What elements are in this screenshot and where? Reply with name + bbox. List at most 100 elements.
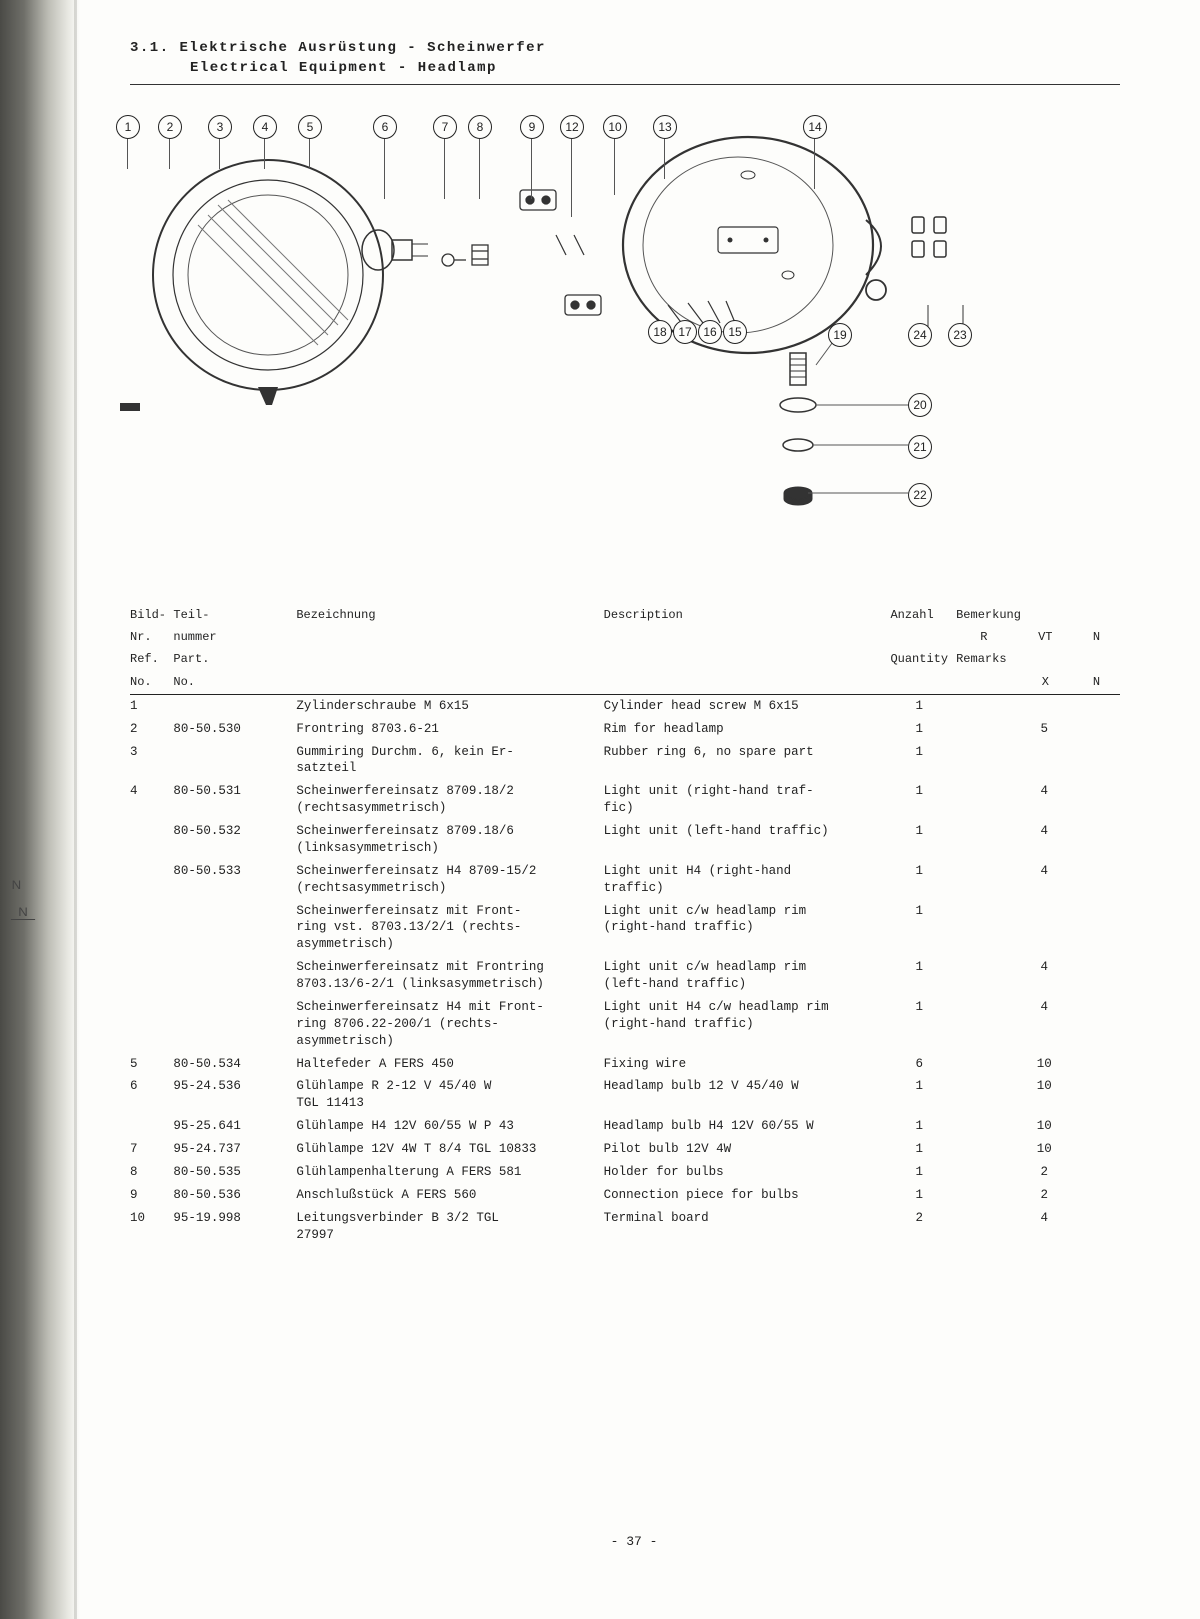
- header-de-group: Elektrische Ausrüstung: [180, 40, 398, 56]
- cell-n: [1079, 996, 1120, 1053]
- leader: [444, 139, 445, 199]
- cell-bez: Gummiring Durchm. 6, kein Er-satzteil: [296, 741, 603, 781]
- cell-n: [1079, 741, 1120, 781]
- cell-bez: Glühlampe 12V 4W T 8/4 TGL 10833: [296, 1138, 603, 1161]
- cell-desc: Connection piece for bulbs: [604, 1184, 891, 1207]
- header-rule: [130, 84, 1120, 85]
- table-row: 695-24.536Glühlampe R 2-12 V 45/40 WTGL …: [130, 1075, 1120, 1115]
- table-row: Scheinwerfereinsatz H4 mit Front-ring 87…: [130, 996, 1120, 1053]
- table-row: Scheinwerfereinsatz mit Frontring8703.13…: [130, 956, 1120, 996]
- cell-part: [173, 956, 296, 996]
- diagram-svg: [108, 105, 1008, 565]
- callout-2: 2: [158, 115, 182, 139]
- cell-n: [1079, 1053, 1120, 1076]
- cell-desc: Holder for bulbs: [604, 1161, 891, 1184]
- callout-8: 8: [468, 115, 492, 139]
- th-n: N: [1079, 627, 1120, 649]
- cell-qty: 1: [890, 1075, 956, 1115]
- th-part-en2: No.: [173, 672, 296, 695]
- parts-table-wrap: Bild- Teil- Bezeichnung Description Anza…: [130, 605, 1120, 1246]
- cell-n: [1079, 956, 1120, 996]
- cell-part: 80-50.534: [173, 1053, 296, 1076]
- th-part-de2: nummer: [173, 627, 296, 649]
- cell-ref: 6: [130, 1075, 173, 1115]
- cell-part: [173, 741, 296, 781]
- leader: [384, 139, 385, 199]
- cell-vt: 4: [1018, 1207, 1079, 1247]
- cell-ref: 7: [130, 1138, 173, 1161]
- th-n2: N: [1079, 672, 1120, 695]
- cell-r: [956, 1053, 1017, 1076]
- th-x: X: [1018, 672, 1079, 695]
- cell-ref: 10: [130, 1207, 173, 1247]
- cell-r: [956, 741, 1017, 781]
- cell-r: [956, 900, 1017, 957]
- table-row: 980-50.536Anschlußstück A FERS 560Connec…: [130, 1184, 1120, 1207]
- cell-qty: 1: [890, 996, 956, 1053]
- th-part-de: Teil-: [173, 605, 296, 627]
- header-sep: -: [388, 60, 418, 76]
- callout-20: 20: [908, 393, 932, 417]
- cell-desc: Rim for headlamp: [604, 718, 891, 741]
- cell-ref: 4: [130, 780, 173, 820]
- cell-part: 80-50.531: [173, 780, 296, 820]
- leader: [309, 139, 310, 169]
- cell-bez: Glühlampe R 2-12 V 45/40 WTGL 11413: [296, 1075, 603, 1115]
- cell-bez: Scheinwerfereinsatz 8709.18/2(rechtsasym…: [296, 780, 603, 820]
- cell-vt: 4: [1018, 780, 1079, 820]
- cell-r: [956, 1075, 1017, 1115]
- cell-vt: 5: [1018, 718, 1079, 741]
- leader: [219, 139, 220, 169]
- header-sep: -: [397, 40, 427, 56]
- cell-qty: 1: [890, 1138, 956, 1161]
- parts-table: Bild- Teil- Bezeichnung Description Anza…: [130, 605, 1120, 1246]
- cell-n: [1079, 900, 1120, 957]
- cell-part: 95-25.641: [173, 1115, 296, 1138]
- cell-bez: Scheinwerfereinsatz 8709.18/6(linksasymm…: [296, 820, 603, 860]
- cell-bez: Scheinwerfereinsatz mit Front-ring vst. …: [296, 900, 603, 957]
- cell-vt: 4: [1018, 860, 1079, 900]
- callout-22: 22: [908, 483, 932, 507]
- cell-ref: 2: [130, 718, 173, 741]
- cell-r: [956, 820, 1017, 860]
- callout-4: 4: [253, 115, 277, 139]
- callout-6: 6: [373, 115, 397, 139]
- leader: [531, 139, 532, 199]
- cell-part: 80-50.530: [173, 718, 296, 741]
- cell-desc: Light unit H4 c/w headlamp rim(right-han…: [604, 996, 891, 1053]
- cell-desc: Light unit (right-hand traf-fic): [604, 780, 891, 820]
- cell-part: 95-24.536: [173, 1075, 296, 1115]
- cell-part: [173, 996, 296, 1053]
- cell-bez: Leitungsverbinder B 3/2 TGL27997: [296, 1207, 603, 1247]
- cell-vt: 4: [1018, 820, 1079, 860]
- leader: [169, 139, 170, 169]
- cell-desc: Headlamp bulb H4 12V 60/55 W: [604, 1115, 891, 1138]
- cell-r: [956, 695, 1017, 718]
- cell-bez: Scheinwerfereinsatz H4 8709-15/2(rechtsa…: [296, 860, 603, 900]
- table-row: 95-25.641Glühlampe H4 12V 60/55 W P 43He…: [130, 1115, 1120, 1138]
- leader: [814, 139, 815, 189]
- callout-23: 23: [948, 323, 972, 347]
- table-row: 280-50.530Frontring 8703.6-21Rim for hea…: [130, 718, 1120, 741]
- leader: [127, 139, 128, 169]
- table-row: 1Zylinderschraube M 6x15Cylinder head sc…: [130, 695, 1120, 718]
- section-number: 3.1.: [130, 40, 170, 56]
- cell-qty: 2: [890, 1207, 956, 1247]
- cell-bez: Anschlußstück A FERS 560: [296, 1184, 603, 1207]
- cell-ref: [130, 860, 173, 900]
- cell-ref: 5: [130, 1053, 173, 1076]
- leader: [264, 139, 265, 169]
- cell-desc: Terminal board: [604, 1207, 891, 1247]
- th-rem-de: Bemerkung: [956, 605, 1120, 627]
- cell-r: [956, 860, 1017, 900]
- th-bez: Bezeichnung: [296, 605, 603, 627]
- cell-part: 80-50.532: [173, 820, 296, 860]
- cell-qty: 1: [890, 718, 956, 741]
- cell-r: [956, 1138, 1017, 1161]
- table-row: Scheinwerfereinsatz mit Front-ring vst. …: [130, 900, 1120, 957]
- exploded-diagram: 12345678912101314 18171615 192423202122: [108, 105, 1160, 575]
- cell-vt: [1018, 900, 1079, 957]
- cell-n: [1079, 1207, 1120, 1247]
- cell-n: [1079, 1138, 1120, 1161]
- cell-n: [1079, 695, 1120, 718]
